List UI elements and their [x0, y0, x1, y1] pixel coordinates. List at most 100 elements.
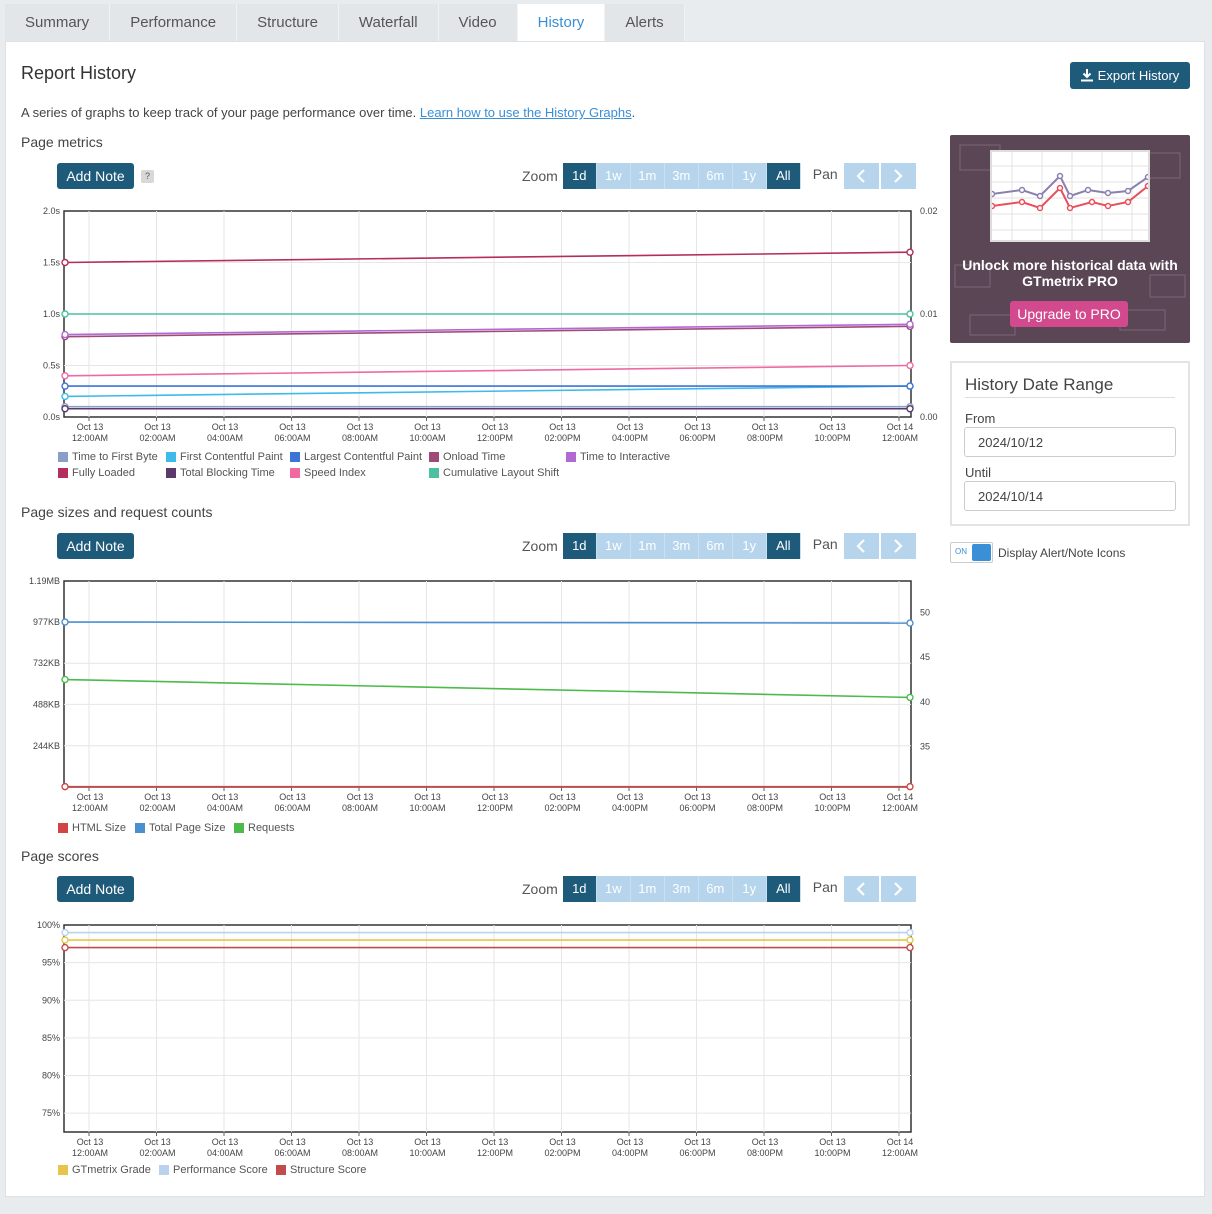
data-point: [906, 936, 914, 944]
x-tick-time: 06:00PM: [679, 803, 715, 813]
zoom-3m-button[interactable]: 3m: [664, 876, 699, 902]
zoom-1m-button[interactable]: 1m: [630, 876, 665, 902]
pan-left-button[interactable]: [843, 163, 879, 189]
data-point: [61, 943, 69, 952]
pan-right-button[interactable]: [880, 163, 916, 189]
zoom-1d-button[interactable]: 1d: [562, 533, 597, 559]
x-tick-date: Oct 13: [144, 422, 171, 432]
history-graphs-help-link[interactable]: Learn how to use the History Graphs: [419, 105, 632, 120]
pan-left-button[interactable]: [843, 876, 879, 902]
tab-alerts[interactable]: Alerts: [605, 4, 685, 41]
from-date-input[interactable]: [964, 427, 1176, 457]
zoom-All-button[interactable]: All: [766, 163, 801, 189]
zoom-1w-button[interactable]: 1w: [596, 533, 631, 559]
data-point: [61, 392, 69, 401]
legend-item[interactable]: HTML Size: [58, 822, 126, 834]
tab-history[interactable]: History: [517, 4, 606, 41]
tab-video[interactable]: Video: [438, 4, 518, 41]
pan-right-button[interactable]: [880, 876, 916, 902]
legend-item[interactable]: First Contentful Paint: [166, 451, 283, 463]
x-tick-time: 04:00PM: [612, 803, 648, 813]
x-tick-time: 04:00PM: [612, 1148, 648, 1158]
zoom-1d-button[interactable]: 1d: [562, 876, 597, 902]
legend-item[interactable]: Total Blocking Time: [166, 467, 275, 479]
zoom-1y-button[interactable]: 1y: [732, 163, 767, 189]
tab-waterfall[interactable]: Waterfall: [338, 4, 439, 41]
data-point: [61, 405, 69, 413]
x-tick-time: 12:00AM: [882, 433, 918, 443]
legend-item[interactable]: Cumulative Layout Shift: [429, 467, 559, 479]
legend-item[interactable]: Onload Time: [429, 451, 505, 463]
tab-summary[interactable]: Summary: [5, 4, 111, 41]
x-tick-time: 08:00PM: [747, 803, 783, 813]
export-history-button[interactable]: Export History: [1070, 62, 1190, 89]
x-tick-time: 10:00AM: [409, 1148, 445, 1158]
x-tick-date: Oct 13: [212, 422, 239, 432]
zoom-1y-button[interactable]: 1y: [732, 533, 767, 559]
x-tick-time: 04:00PM: [612, 433, 648, 443]
zoom-1d-button[interactable]: 1d: [562, 163, 597, 189]
zoom-3m-button[interactable]: 3m: [664, 533, 699, 559]
x-tick-time: 10:00PM: [814, 433, 850, 443]
zoom-1m-button[interactable]: 1m: [630, 533, 665, 559]
alert-icons-toggle-row: ON Display Alert/Note Icons: [950, 542, 1125, 563]
zoom-All-button[interactable]: All: [766, 533, 801, 559]
history-panel: Report History Export History A series o…: [5, 41, 1205, 1197]
legend-item[interactable]: Largest Contentful Paint: [290, 451, 422, 463]
alert-icons-toggle-label: Display Alert/Note Icons: [998, 545, 1126, 560]
zoom-1y-button[interactable]: 1y: [732, 876, 767, 902]
legend-swatch: [135, 823, 145, 833]
x-tick-date: Oct 13: [482, 792, 509, 802]
legend-swatch: [58, 452, 68, 462]
zoom-1w-button[interactable]: 1w: [596, 163, 631, 189]
y-tick-label: 488KB: [33, 699, 60, 709]
tab-performance[interactable]: Performance: [110, 4, 238, 41]
x-tick-date: Oct 13: [752, 1137, 779, 1147]
zoom-1m-button[interactable]: 1m: [630, 163, 665, 189]
legend-item[interactable]: Total Page Size: [135, 822, 225, 834]
x-tick-date: Oct 13: [144, 1137, 171, 1147]
legend-item[interactable]: Speed Index: [290, 467, 366, 479]
legend-item[interactable]: Time to Interactive: [566, 451, 670, 463]
zoom-label: Zoom: [522, 538, 558, 554]
y-tick-label: 2.0s: [43, 206, 61, 216]
x-tick-time: 06:00AM: [274, 433, 310, 443]
upgrade-to-pro-button[interactable]: Upgrade to PRO: [1010, 301, 1128, 327]
x-tick-time: 10:00AM: [409, 803, 445, 813]
alert-icons-toggle[interactable]: ON: [950, 542, 993, 563]
series-line-onload-time: [64, 325, 911, 338]
page-sizes-chart: 244KB 488KB 732KB 977KB 1.19MB 35 40 45 50 Oct 13…: [29, 576, 930, 813]
legend-item[interactable]: Structure Score: [276, 1164, 366, 1176]
legend-item[interactable]: Fully Loaded: [58, 467, 135, 479]
data-point: [906, 928, 914, 937]
zoom-controls: Zoom 1d 1w 1m 3m 6m 1y All Pan: [522, 876, 916, 902]
date-range-divider: [965, 397, 1175, 398]
zoom-1w-button[interactable]: 1w: [596, 876, 631, 902]
legend-item[interactable]: GTmetrix Grade: [58, 1164, 151, 1176]
x-tick-time: 06:00AM: [274, 1148, 310, 1158]
x-tick-date: Oct 13: [482, 422, 509, 432]
pan-left-button[interactable]: [843, 533, 879, 559]
add-note-button[interactable]: Add Note: [57, 163, 134, 189]
x-tick-date: Oct 13: [819, 792, 846, 802]
legend-label: Largest Contentful Paint: [304, 451, 423, 463]
legend-swatch: [234, 823, 244, 833]
zoom-6m-button[interactable]: 6m: [698, 163, 733, 189]
zoom-3m-button[interactable]: 3m: [664, 163, 699, 189]
pan-right-button[interactable]: [880, 533, 916, 559]
until-date-input[interactable]: [964, 481, 1176, 511]
zoom-6m-button[interactable]: 6m: [698, 533, 733, 559]
add-note-button[interactable]: Add Note: [57, 533, 134, 559]
tab-structure[interactable]: Structure: [237, 4, 339, 41]
legend-item[interactable]: Performance Score: [159, 1164, 268, 1176]
x-tick-date: Oct 13: [414, 422, 441, 432]
help-icon[interactable]: ?: [141, 170, 154, 183]
legend-item[interactable]: Time to First Byte: [58, 451, 158, 463]
data-point: [61, 382, 69, 390]
zoom-All-button[interactable]: All: [766, 876, 801, 902]
zoom-6m-button[interactable]: 6m: [698, 876, 733, 902]
add-note-button[interactable]: Add Note: [57, 876, 134, 902]
zoom-controls: Zoom 1d 1w 1m 3m 6m 1y All Pan: [522, 533, 916, 559]
legend-item[interactable]: Requests: [234, 822, 294, 834]
